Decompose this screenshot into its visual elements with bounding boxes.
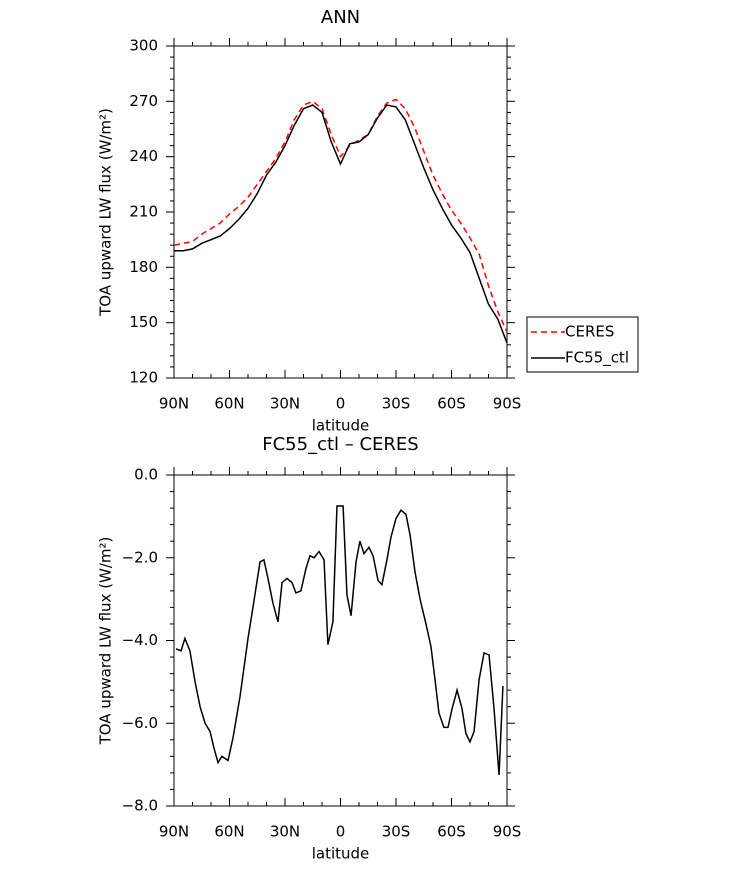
x-tick-label: 0 (336, 395, 346, 413)
y-tick-label: 210 (129, 203, 158, 221)
y-tick-label: −2.0 (122, 548, 158, 566)
x-tick-label: 30S (382, 823, 411, 841)
y-tick-label: 300 (129, 37, 158, 55)
y-tick-label: 240 (129, 147, 158, 165)
legend-box (526, 316, 639, 373)
plot-frame (173, 474, 508, 807)
x-tick-label: 60N (214, 823, 244, 841)
series-line (174, 104, 508, 344)
x-tick-label: 0 (336, 823, 346, 841)
x-tick-label: 60S (437, 823, 466, 841)
y-tick-label: 270 (129, 92, 158, 110)
y-tick-label: −8.0 (122, 797, 158, 815)
series-line (173, 98, 508, 333)
chart-title: FC55_ctl – CERES (262, 434, 418, 455)
x-axis-label: latitude (312, 845, 370, 863)
x-tick-label: 90S (493, 823, 522, 841)
chart-title: ANN (321, 7, 360, 28)
y-tick-label: −6.0 (122, 714, 158, 732)
legend-label: CERES (565, 323, 614, 341)
plot-frame (173, 45, 508, 379)
x-tick-label: 60N (214, 395, 244, 413)
x-axis-label: latitude (312, 417, 370, 435)
y-tick-label: −4.0 (122, 631, 158, 649)
legend-label: FC55_ctl (565, 349, 629, 368)
x-tick-label: 30S (382, 395, 411, 413)
x-tick-label: 90S (493, 395, 522, 413)
y-tick-label: 180 (129, 258, 158, 276)
x-tick-label: 30N (270, 823, 300, 841)
x-tick-label: 90N (159, 395, 189, 413)
x-tick-label: 30N (270, 395, 300, 413)
y-tick-label: 150 (129, 313, 158, 331)
y-axis-label: TOA upward LW flux (W/m²) (97, 108, 115, 317)
y-tick-label: 0.0 (134, 466, 158, 484)
y-tick-label: 120 (129, 369, 158, 387)
x-tick-label: 90N (159, 823, 189, 841)
y-axis-label: TOA upward LW flux (W/m²) (97, 537, 115, 746)
series-line (175, 505, 504, 776)
x-tick-label: 60S (437, 395, 466, 413)
